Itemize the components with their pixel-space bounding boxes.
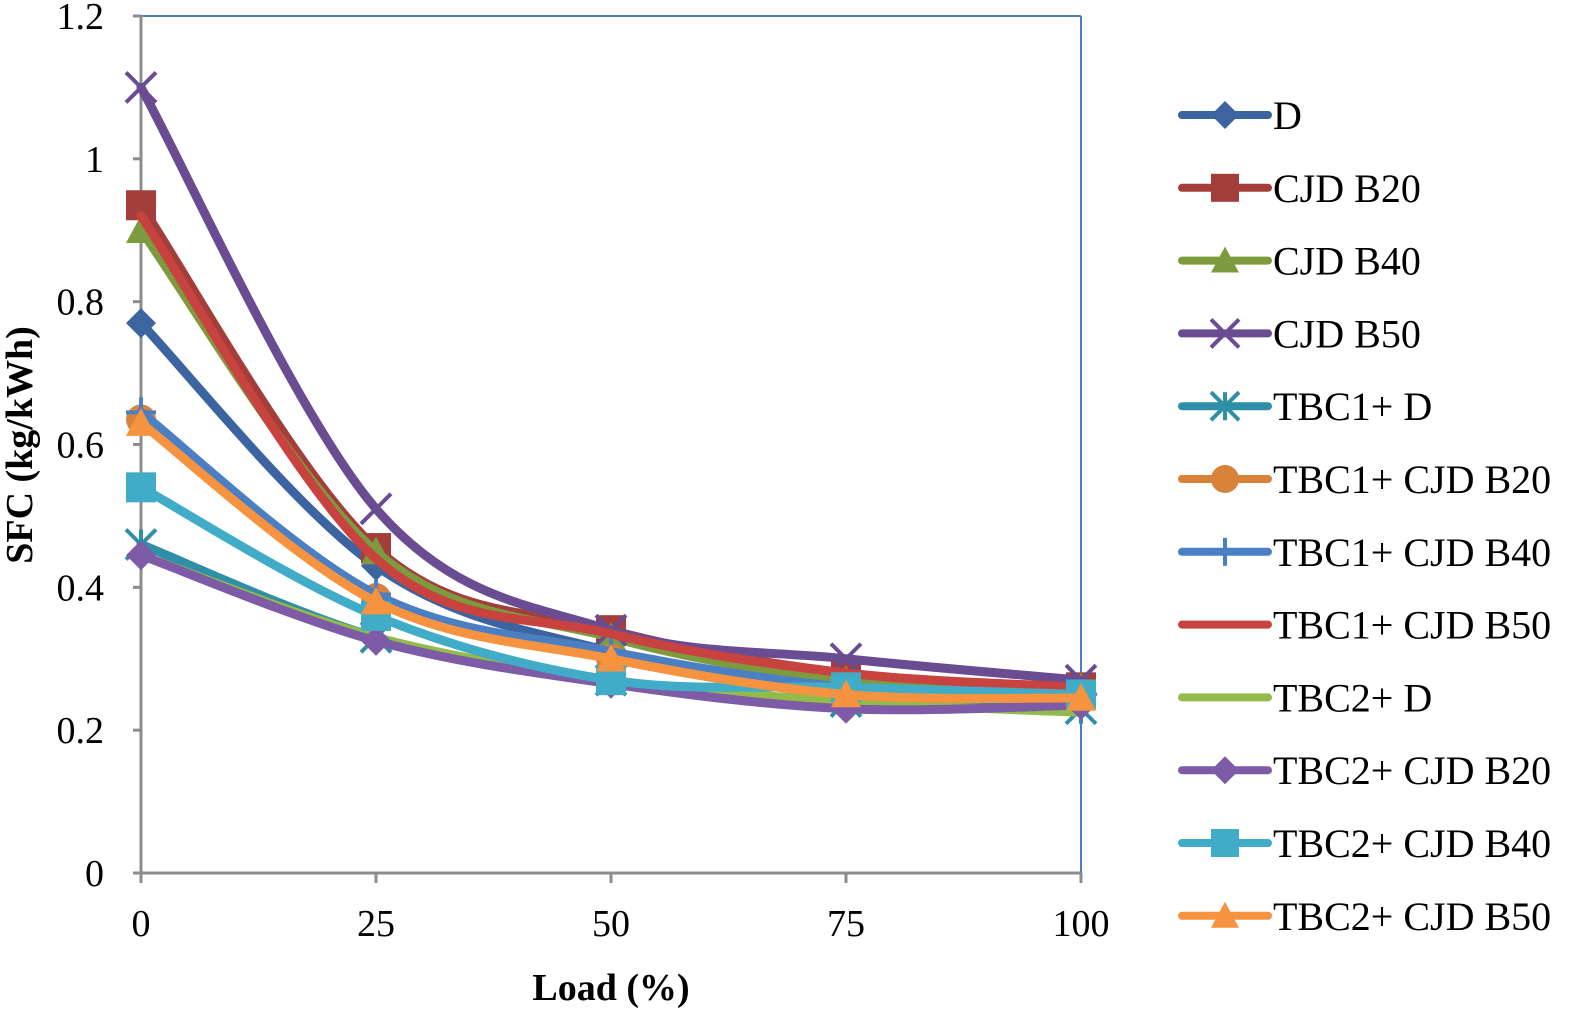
y-tick-label: 0.8 — [57, 282, 105, 324]
legend-label: TBC1+ CJD B40 — [1273, 530, 1551, 575]
x-axis-title: Load (%) — [532, 967, 689, 1009]
series-tbc1-cjd-b50 — [136, 211, 1086, 692]
x-tick-label: 75 — [827, 903, 865, 945]
legend: D CJD B20 CJD B40 CJD B50 TBC1+ D TBC1+ CJD B… — [1178, 93, 1551, 939]
marker-star — [1209, 390, 1241, 422]
legend-label: TBC2+ CJD B50 — [1273, 894, 1551, 939]
marker-diamond — [126, 540, 156, 571]
legend-item: TBC1+ CJD B40 — [1178, 530, 1551, 575]
marker-diamond — [1211, 101, 1239, 129]
series-tbc2-cjd-b40 — [126, 472, 1096, 710]
marker-triangle — [831, 679, 861, 708]
marker-triangle — [126, 408, 156, 436]
marker-triangle — [596, 643, 626, 672]
marker-x-stroke — [124, 71, 158, 104]
legend-label: CJD B20 — [1273, 166, 1421, 211]
legend-label: CJD B50 — [1273, 311, 1421, 356]
marker-triangle — [361, 586, 391, 615]
marker-triangle — [1066, 683, 1096, 711]
y-axis-title: SFC (kg/kWh) — [0, 326, 41, 564]
legend-item: D — [1178, 93, 1302, 138]
legend-label: TBC2+ CJD B20 — [1273, 748, 1551, 793]
legend-item: TBC1+ CJD B20 — [1178, 457, 1551, 502]
marker-square — [126, 472, 156, 503]
marker-triangle — [1211, 246, 1239, 273]
marker-square — [1211, 173, 1239, 202]
legend-item: TBC2+ CJD B40 — [1178, 821, 1551, 866]
marker-triangle — [1211, 901, 1239, 928]
legend-label: TBC1+ CJD B20 — [1273, 457, 1551, 502]
y-tick-label: 0.6 — [57, 425, 105, 467]
legend-item: TBC2+ CJD B20 — [1178, 748, 1551, 793]
series-line — [136, 211, 1086, 692]
series-line — [136, 82, 1086, 685]
legend-item: TBC1+ D — [1178, 384, 1432, 429]
marker-diamond — [126, 308, 156, 339]
plot-frame — [133, 15, 1082, 875]
series-layer — [124, 71, 1098, 726]
series-tbc2-cjd-b50 — [126, 408, 1096, 711]
legend-item: CJD B20 — [1178, 166, 1421, 211]
marker-x-stroke — [359, 492, 393, 526]
marker-diamond — [361, 625, 391, 656]
x-tick-label: 50 — [592, 903, 630, 945]
legend-item: TBC2+ D — [1178, 675, 1432, 720]
marker-x — [359, 492, 393, 526]
marker-x — [124, 71, 158, 104]
y-tick-label: 1.2 — [57, 0, 105, 38]
legend-item: TBC1+ CJD B50 — [1178, 603, 1551, 648]
legend-item: CJD B40 — [1178, 239, 1421, 284]
legend-label: TBC1+ CJD B50 — [1273, 603, 1551, 648]
x-tick-label: 100 — [1053, 903, 1110, 945]
legend-item: CJD B50 — [1178, 311, 1421, 356]
y-tick-label: 1 — [85, 139, 104, 181]
legend-label: TBC2+ D — [1273, 675, 1432, 720]
legend-label: D — [1273, 93, 1302, 138]
marker-x — [1209, 317, 1241, 349]
y-tick-label: 0.4 — [57, 567, 105, 609]
marker-x-stroke — [1209, 317, 1241, 349]
marker-diamond — [1211, 756, 1239, 785]
y-tick-label: 0 — [85, 853, 104, 895]
x-tick-label: 0 — [132, 903, 151, 945]
marker-circle — [1211, 465, 1239, 493]
x-tick-label: 25 — [357, 903, 395, 945]
marker-triangle — [126, 215, 156, 243]
marker-square — [1211, 829, 1239, 857]
y-tick-label: 0.2 — [57, 710, 105, 752]
marker-plus — [1211, 537, 1239, 566]
legend-label: TBC1+ D — [1273, 384, 1432, 429]
legend-label: TBC2+ CJD B40 — [1273, 821, 1551, 866]
legend-item: TBC2+ CJD B50 — [1178, 894, 1551, 939]
x-axis-ticks: 0 25 50 75 100 — [132, 873, 1110, 945]
y-axis-ticks: 0 0.2 0.4 0.6 0.8 1 1.2 — [57, 0, 141, 895]
legend-label: CJD B40 — [1273, 239, 1421, 284]
